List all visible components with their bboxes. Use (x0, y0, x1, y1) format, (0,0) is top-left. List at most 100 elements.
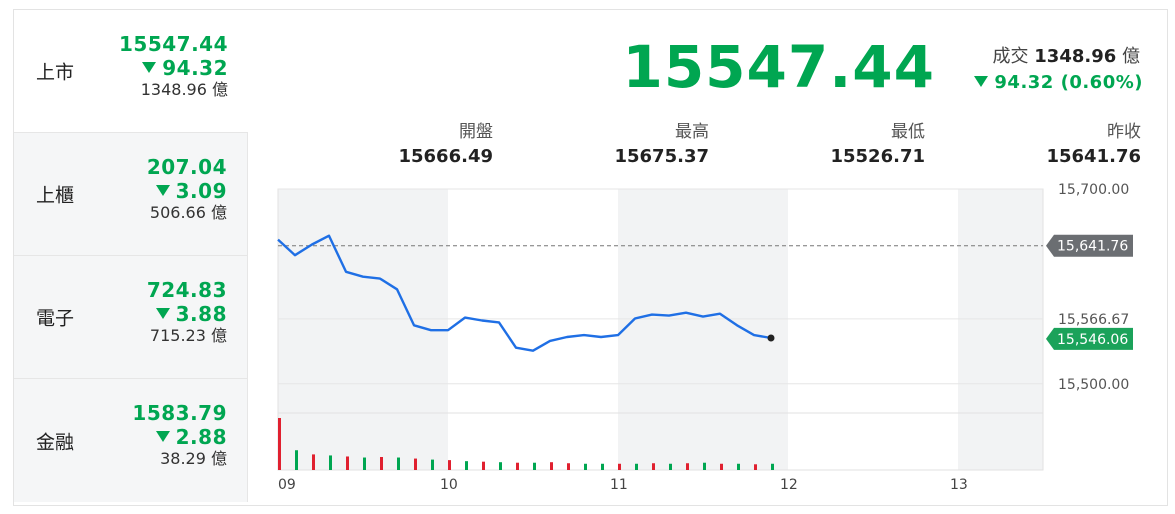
x-tick-label: 10 (440, 477, 458, 493)
triangle-down-icon (142, 62, 157, 73)
index-change-value: 3.88 (175, 302, 227, 326)
index-change: 94.32 (119, 56, 228, 80)
index-volume: 506.66 億 (147, 203, 227, 222)
volume-bar (618, 463, 621, 470)
quote-panel (13, 9, 1168, 506)
volume-bar (635, 463, 638, 470)
volume-bar (499, 462, 502, 470)
index-volume-unit: 億 (210, 326, 227, 345)
volume-bar (584, 463, 587, 470)
index-volume-unit: 億 (210, 203, 227, 222)
turnover-value: 1348.96 (1034, 46, 1117, 67)
index-name: 電子 (36, 307, 75, 330)
x-tick-label: 09 (278, 477, 296, 493)
index-volume-value: 506.66 (149, 203, 206, 222)
volume-bar (380, 457, 383, 470)
stat-low: 最低 15526.71 (830, 117, 925, 167)
price-change: 94.32 (0.60%) (974, 72, 1143, 93)
stat-value: 15526.71 (830, 146, 925, 167)
price-change-value: 94.32 (0.60%) (994, 72, 1143, 93)
reference-badge: 15,641.76 (1046, 234, 1133, 257)
x-tick-label: 11 (610, 477, 628, 493)
turnover-label: 成交 (992, 46, 1029, 67)
index-item-finance[interactable]: 金融 1583.79 2.88 38.29 億 (14, 379, 248, 502)
volume-bar (686, 463, 689, 470)
volume-bar (550, 462, 553, 470)
volume-bar (720, 463, 723, 470)
index-price: 1583.79 (132, 401, 227, 425)
triangle-down-icon (155, 185, 170, 196)
index-change-value: 94.32 (162, 56, 228, 80)
triangle-down-icon (974, 76, 989, 87)
volume-bar (295, 450, 298, 470)
volume-bar (329, 455, 332, 470)
stat-label: 開盤 (459, 122, 493, 142)
stat-value: 15675.37 (614, 146, 709, 167)
current-badge-label: 15,546.06 (1057, 332, 1128, 348)
current-badge-shape (1046, 327, 1133, 350)
index-volume-value: 715.23 (149, 326, 206, 345)
index-item-listed[interactable]: 上市 15547.44 94.32 1348.96 億 (14, 10, 248, 133)
index-change-value: 3.09 (175, 179, 227, 203)
index-change: 3.88 (147, 302, 227, 326)
time-band (618, 189, 788, 470)
stat-prev-close: 昨收 15641.76 (1046, 117, 1141, 167)
stat-open: 開盤 15666.49 (398, 117, 493, 167)
index-change: 3.09 (147, 179, 227, 203)
current-badge: 15,546.06 (1046, 327, 1133, 350)
index-price: 724.83 (146, 278, 227, 302)
reference-badge-shape (1046, 234, 1133, 257)
volume-bar (346, 456, 349, 470)
index-volume: 715.23 億 (147, 326, 227, 345)
index-volume-unit: 億 (211, 80, 228, 99)
stat-high: 最高 15675.37 (614, 117, 709, 167)
volume-bar (771, 463, 774, 470)
stat-label: 最低 (891, 122, 925, 142)
time-band (278, 189, 448, 470)
volume-bar (601, 463, 604, 470)
index-change-value: 2.88 (175, 425, 227, 449)
index-name: 上市 (36, 61, 75, 84)
stat-value: 15666.49 (398, 146, 493, 167)
x-tick-label: 12 (780, 477, 798, 493)
stat-value: 15641.76 (1046, 146, 1141, 167)
stat-label: 最高 (675, 122, 709, 142)
volume-bar (533, 462, 536, 470)
index-name: 上櫃 (36, 184, 75, 207)
index-volume: 1348.96 億 (119, 80, 228, 99)
volume-bar (754, 464, 757, 470)
volume-bar (278, 418, 281, 470)
index-volume-value: 1348.96 (140, 80, 207, 99)
x-tick-label: 13 (950, 477, 968, 493)
index-volume: 38.29 億 (132, 449, 227, 468)
volume-bar (448, 460, 451, 470)
price-line (277, 234, 772, 352)
current-price: 15547.44 (622, 33, 935, 101)
volume-bar (652, 463, 655, 470)
index-volume-unit: 億 (210, 449, 227, 468)
y-tick-label: 15,700.00 (1058, 182, 1129, 198)
last-point (767, 334, 775, 342)
volume-bar (703, 462, 706, 470)
volume-bar (669, 463, 672, 470)
index-item-electronics[interactable]: 電子 724.83 3.88 715.23 億 (14, 256, 248, 379)
index-volume-value: 38.29 (160, 449, 206, 468)
index-item-otc[interactable]: 上櫃 207.04 3.09 506.66 億 (14, 133, 248, 256)
index-change: 2.88 (132, 425, 227, 449)
time-band (958, 189, 1043, 470)
y-tick-label: 15,500.00 (1058, 377, 1129, 393)
volume-bar (516, 462, 519, 470)
triangle-down-icon (155, 308, 170, 319)
turnover: 成交 1348.96 億 (993, 42, 1140, 68)
reference-badge-label: 15,641.76 (1057, 239, 1128, 255)
volume-bar (465, 461, 468, 470)
triangle-down-icon (155, 431, 170, 442)
index-price: 207.04 (146, 155, 227, 179)
volume-bar (431, 459, 434, 470)
volume-bar (482, 461, 485, 470)
volume-bar (363, 457, 366, 470)
index-name: 金融 (36, 431, 75, 453)
turnover-unit: 億 (1122, 46, 1140, 67)
volume-bar (397, 457, 400, 470)
